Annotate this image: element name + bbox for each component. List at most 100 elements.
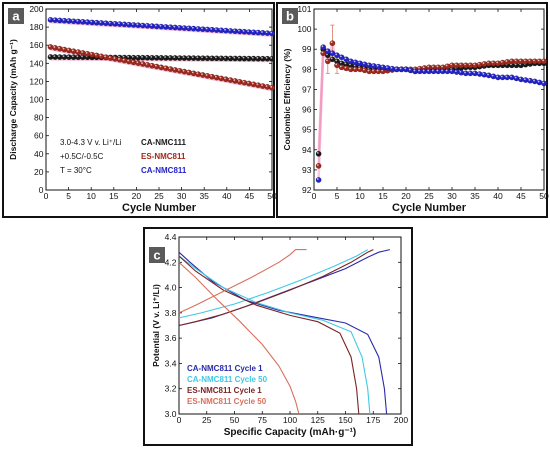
charge-curve-ca-nmc811-cycle-50: [178, 249, 368, 319]
data-point-ca-nmc111-highlight: [182, 56, 185, 59]
y-tick-label: 101: [297, 4, 311, 14]
data-point-ca-nmc111-highlight: [58, 55, 60, 58]
data-point-ca-nmc111-highlight: [154, 56, 157, 58]
data-point-es-nmc811-highlight: [505, 60, 508, 62]
y-tick-label: 200: [29, 4, 43, 14]
y-tick-label: 20: [34, 167, 44, 177]
data-point-es-nmc811-highlight: [108, 56, 111, 59]
data-point-ca-nmc811-highlight: [62, 18, 65, 21]
legend-label: CA-NMC811 Cycle 50: [187, 375, 268, 384]
data-point-ca-nmc111-highlight: [53, 55, 56, 58]
data-point-es-nmc811-highlight: [344, 66, 347, 69]
data-point-ca-nmc111-highlight: [210, 56, 213, 59]
data-point-ca-nmc811-highlight: [196, 27, 199, 29]
y-tick-label: 95: [302, 125, 312, 135]
panel-label: c: [153, 248, 160, 263]
data-point-ca-nmc811-highlight: [441, 69, 443, 72]
data-point-es-nmc811-highlight: [76, 50, 79, 53]
data-point-ca-nmc811-highlight: [413, 69, 416, 72]
y-tick-label: 3.2: [165, 384, 177, 394]
panel-c-voltage-profile-chart: 0 25 50 75 100 125 150 175 200 3.0 3.2 3.4 3.6 3.8 4.0…: [143, 227, 413, 446]
data-point-es-nmc811-highlight: [164, 66, 166, 69]
data-point-ca-nmc111-highlight: [261, 56, 263, 59]
data-point-ca-nmc111-highlight: [316, 152, 319, 154]
data-point-es-nmc811-highlight: [145, 63, 148, 65]
data-point-ca-nmc111-highlight: [191, 56, 194, 59]
data-point-es-nmc811-highlight: [94, 53, 97, 56]
data-point-es-nmc811-highlight: [81, 51, 83, 53]
data-point-ca-nmc811-highlight: [459, 70, 462, 73]
data-point-es-nmc811-highlight: [261, 84, 263, 87]
error-band: [317, 47, 325, 180]
data-point-es-nmc811-highlight: [251, 82, 254, 85]
data-point-ca-nmc111-highlight: [150, 55, 153, 58]
data-point-ca-nmc111: [269, 55, 275, 62]
y-tick-label: 93: [302, 165, 312, 175]
data-point-es-nmc811-highlight: [131, 60, 134, 63]
data-point-ca-nmc811-highlight: [99, 21, 102, 23]
data-point-ca-nmc811-highlight: [464, 71, 466, 74]
data-point-ca-nmc811-highlight: [339, 55, 342, 58]
data-point-ca-nmc111-highlight: [173, 56, 176, 58]
data-point-es-nmc811-highlight: [459, 63, 462, 66]
x-axis-title: Cycle Number: [122, 202, 197, 214]
data-point-es-nmc811-highlight: [477, 62, 480, 65]
data-point-es-nmc811-highlight: [367, 69, 370, 72]
x-tick-label: 15: [378, 191, 388, 201]
data-point-ca-nmc111-highlight: [164, 56, 166, 58]
y-tick-label: 100: [29, 95, 43, 105]
discharge-curve-ca-nmc811-cycle-50: [178, 255, 371, 415]
data-point-es-nmc811-highlight: [445, 64, 448, 67]
data-point-es-nmc811-highlight: [422, 66, 425, 68]
data-point-es-nmc811-highlight: [533, 59, 535, 62]
data-point-ca-nmc811-highlight: [390, 66, 393, 69]
data-point-es-nmc811-highlight: [113, 57, 116, 59]
data-point-ca-nmc111-highlight: [270, 56, 273, 59]
data-point-ca-nmc811-highlight: [372, 64, 374, 66]
plot-frame: [45, 8, 273, 191]
data-point-es-nmc811-highlight: [487, 61, 489, 64]
x-tick-label: 35: [199, 191, 209, 201]
data-point-es-nmc811-highlight: [330, 41, 333, 44]
data-point-ca-nmc811-highlight: [353, 60, 356, 63]
x-tick-label: 200: [394, 415, 408, 425]
data-point-es-nmc811-highlight: [90, 52, 93, 55]
data-point-es-nmc811-highlight: [418, 66, 420, 69]
data-point-ca-nmc811-highlight: [349, 59, 351, 62]
data-point-ca-nmc811-highlight: [238, 29, 240, 32]
data-point-ca-nmc811-highlight: [228, 29, 231, 31]
error-band: [317, 53, 325, 166]
data-point-es-nmc811-highlight: [265, 85, 268, 87]
data-point-es-nmc811-highlight: [339, 65, 342, 68]
y-tick-label: 60: [34, 131, 44, 141]
data-point-es-nmc811-highlight: [431, 65, 434, 68]
data-point-ca-nmc811-highlight: [261, 31, 263, 33]
data-point-es-nmc811-highlight: [104, 55, 106, 58]
data-point-ca-nmc111-highlight: [201, 56, 203, 59]
data-point-es-nmc811-highlight: [496, 61, 499, 64]
data-point-ca-nmc811-highlight: [427, 69, 430, 72]
data-point-ca-nmc811-highlight: [224, 28, 226, 31]
y-tick-label: 3.0: [165, 409, 177, 419]
data-point-ca-nmc811-highlight: [145, 23, 148, 26]
data-point-ca-nmc811-highlight: [422, 69, 425, 72]
data-point-es-nmc811-highlight: [214, 75, 217, 78]
data-point-ca-nmc111-highlight: [214, 56, 217, 59]
data-point-es-nmc811-highlight: [372, 69, 374, 72]
data-point-es-nmc811-highlight: [528, 59, 531, 62]
panel-b-coulombic-efficiency-chart: 0 5 10 15 20 25 30 35 40 45 50 92 93 94 95 96 97 98 99 100 1…: [276, 2, 549, 218]
data-point-es-nmc811-highlight: [136, 61, 139, 64]
data-point-ca-nmc811-highlight: [150, 24, 153, 27]
data-point-ca-nmc811-highlight: [219, 28, 222, 31]
data-point-es-nmc811-highlight: [450, 63, 453, 66]
data-point-es-nmc811-highlight: [270, 85, 273, 88]
data-point-ca-nmc111-highlight: [238, 56, 240, 59]
data-point-ca-nmc811-highlight: [164, 25, 166, 27]
data-point-ca-nmc811-highlight: [187, 26, 190, 29]
data-point-ca-nmc811-highlight: [233, 29, 236, 32]
data-point-es-nmc811-highlight: [523, 59, 526, 62]
data-point-es-nmc811-highlight: [542, 59, 545, 62]
data-point-es-nmc811: [269, 84, 275, 91]
y-tick-label: 40: [34, 149, 44, 159]
data-point-es-nmc811-highlight: [53, 46, 56, 48]
